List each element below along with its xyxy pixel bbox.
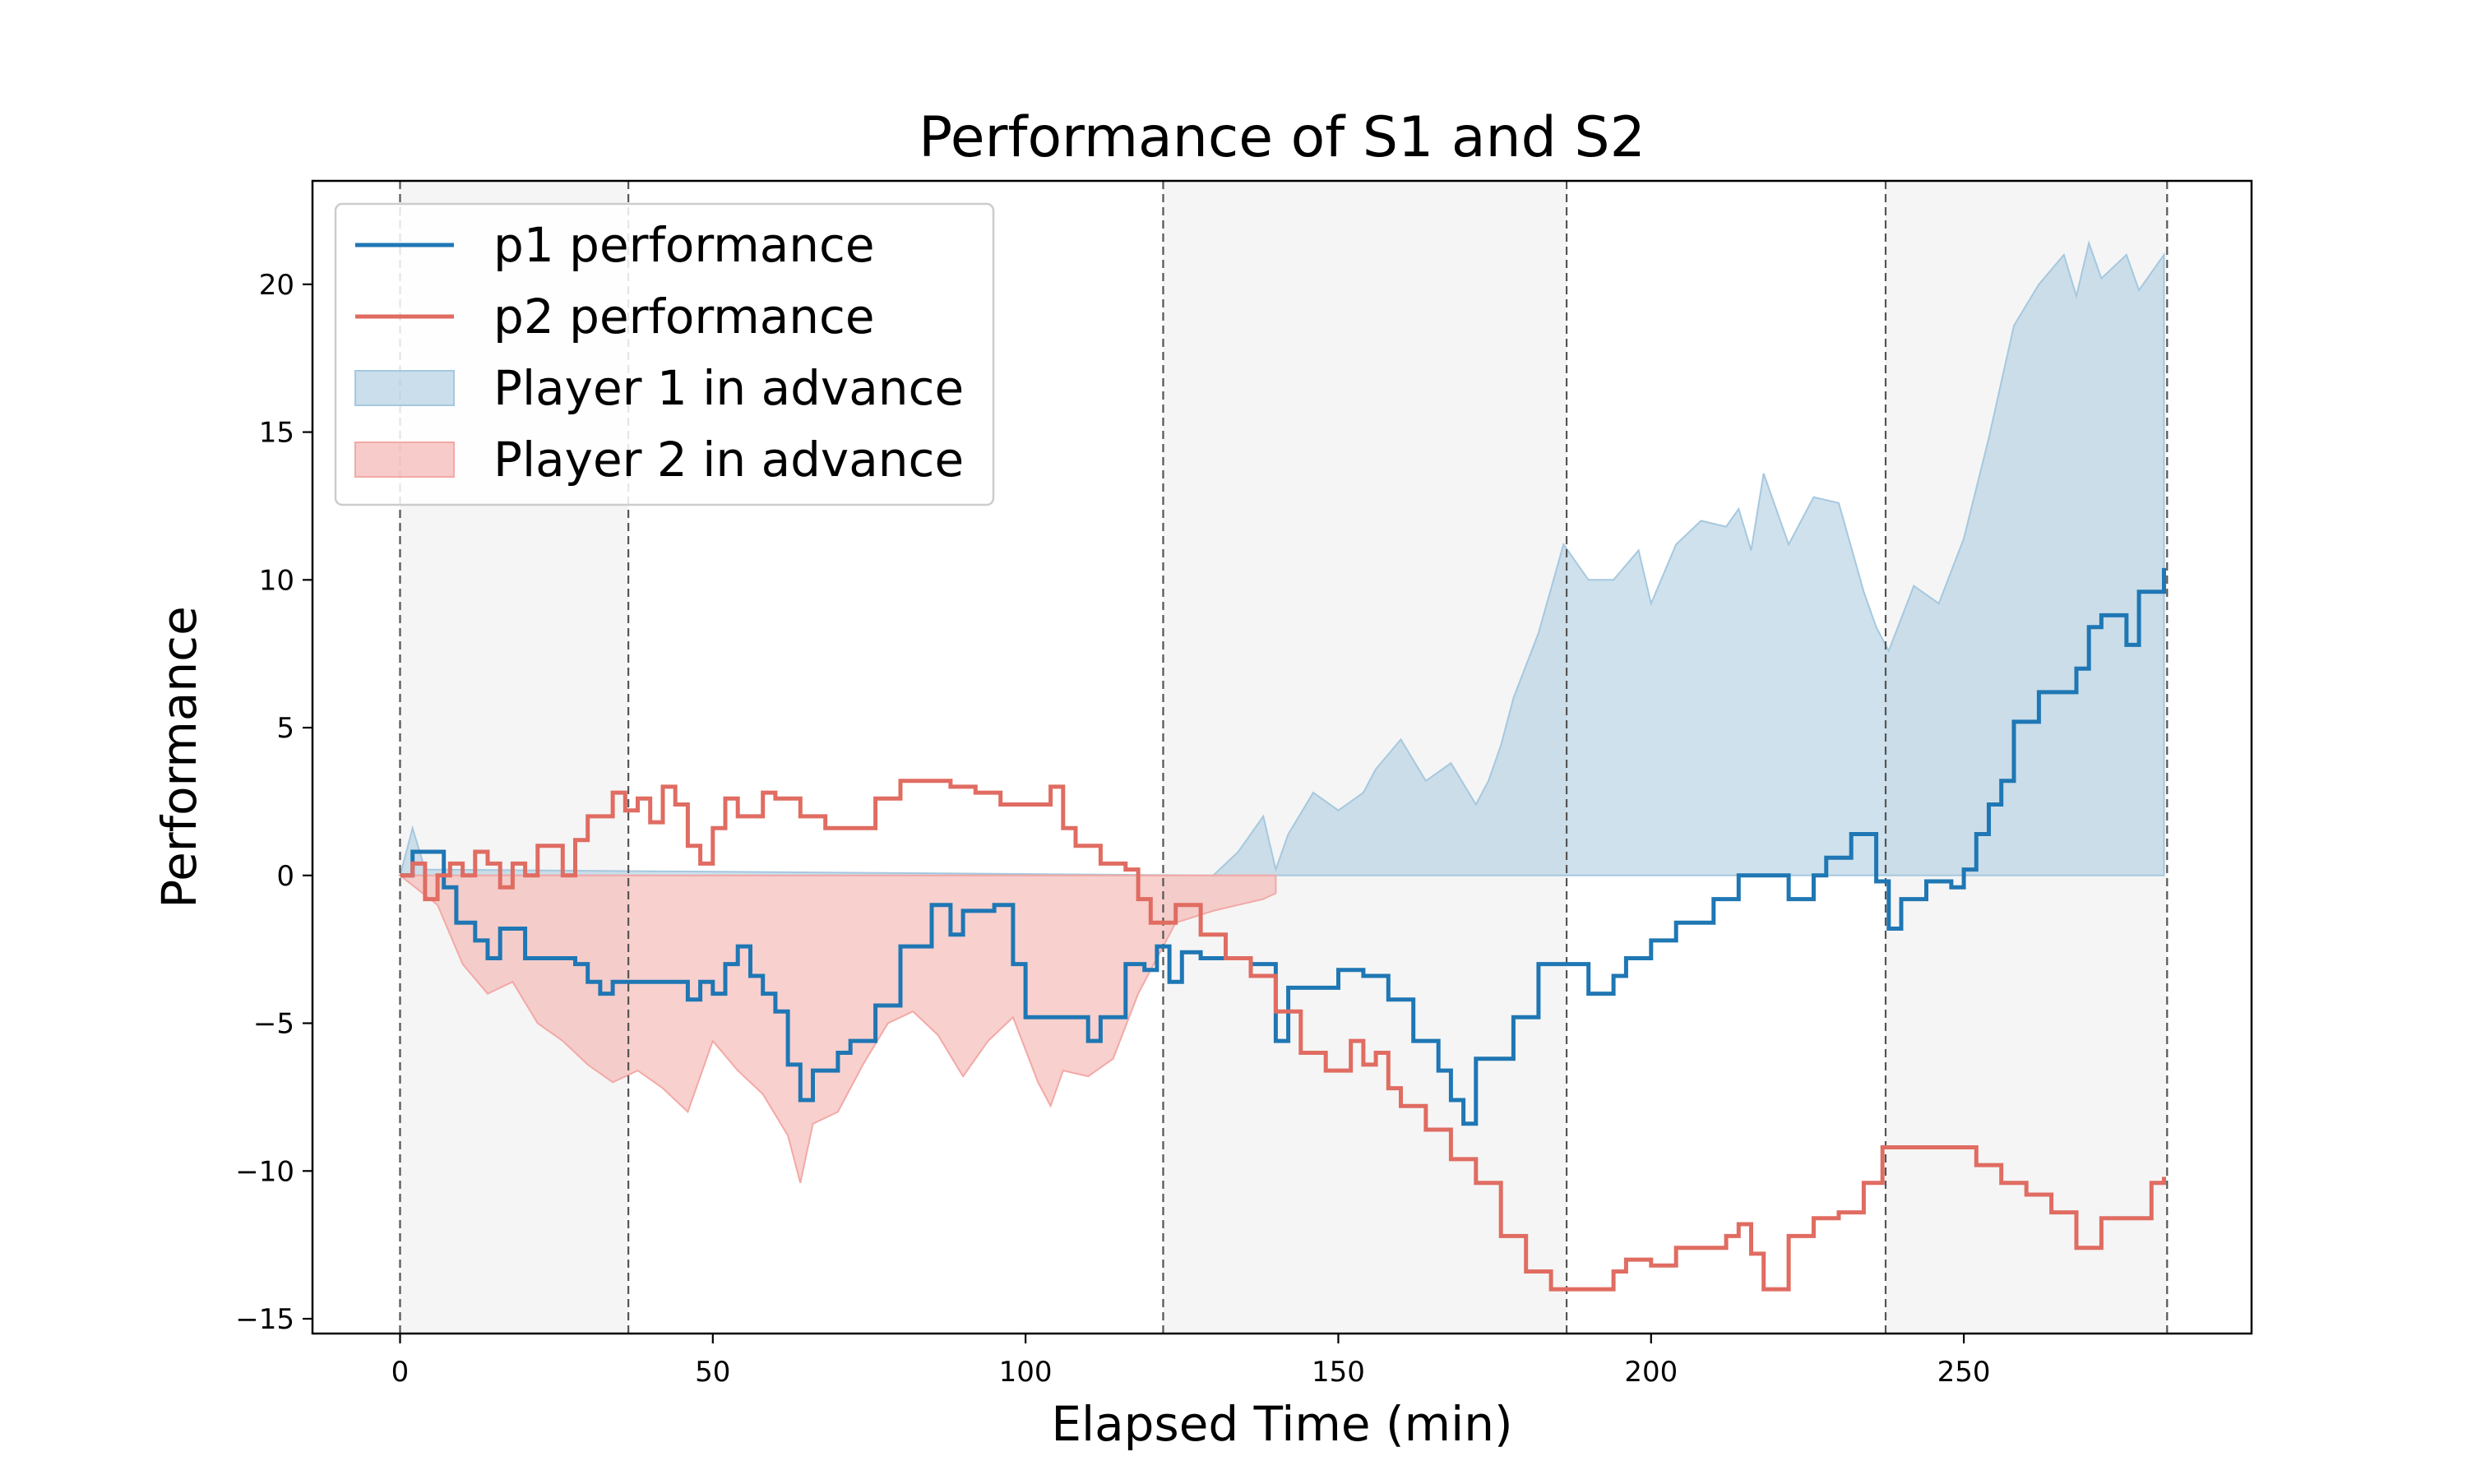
plot-frame	[311, 179, 2253, 1335]
x-tick-label: 150	[1312, 1356, 1365, 1389]
x-tick-label: 250	[1937, 1356, 1991, 1389]
chart-title: Performance of S1 and S2	[919, 105, 1645, 170]
legend-p1-advance-label: Player 1 in advance	[493, 360, 964, 416]
y-tick-label: −10	[235, 1155, 294, 1188]
legend: p1 performance p2 performance Player 1 in …	[334, 202, 995, 506]
series-line-layer	[400, 567, 2166, 1292]
x-axis-ticks: 0 50 100 150 200 250	[391, 1334, 1991, 1389]
y-axis-ticks: −15 −10 −5 0 5 10 15 20	[235, 269, 312, 1336]
y-tick-label: 10	[259, 564, 294, 597]
x-axis-label: Elapsed Time (min)	[1051, 1396, 1512, 1452]
x-tick-label: 100	[999, 1356, 1053, 1389]
legend-p2-advance-swatch	[354, 442, 455, 478]
legend-p1-advance-swatch	[354, 370, 455, 406]
y-tick-label: 5	[276, 712, 294, 745]
y-tick-label: −15	[235, 1303, 294, 1336]
y-axis-label: Performance	[151, 606, 207, 908]
legend-p2-line-label: p2 performance	[493, 289, 875, 344]
legend-p2-advance-label: Player 2 in advance	[493, 432, 964, 488]
x-tick-label: 50	[695, 1356, 730, 1389]
y-tick-label: 0	[276, 860, 294, 893]
p2-performance-line	[400, 779, 2166, 1292]
player1-advance-area	[399, 239, 2165, 876]
legend-p1-line-label: p1 performance	[493, 217, 875, 273]
x-tick-label: 200	[1624, 1356, 1678, 1389]
x-tick-label: 0	[391, 1356, 410, 1389]
legend-frame	[334, 202, 995, 506]
y-tick-label: 15	[259, 417, 294, 450]
y-tick-label: −5	[253, 1008, 294, 1041]
y-tick-label: 20	[259, 269, 294, 302]
